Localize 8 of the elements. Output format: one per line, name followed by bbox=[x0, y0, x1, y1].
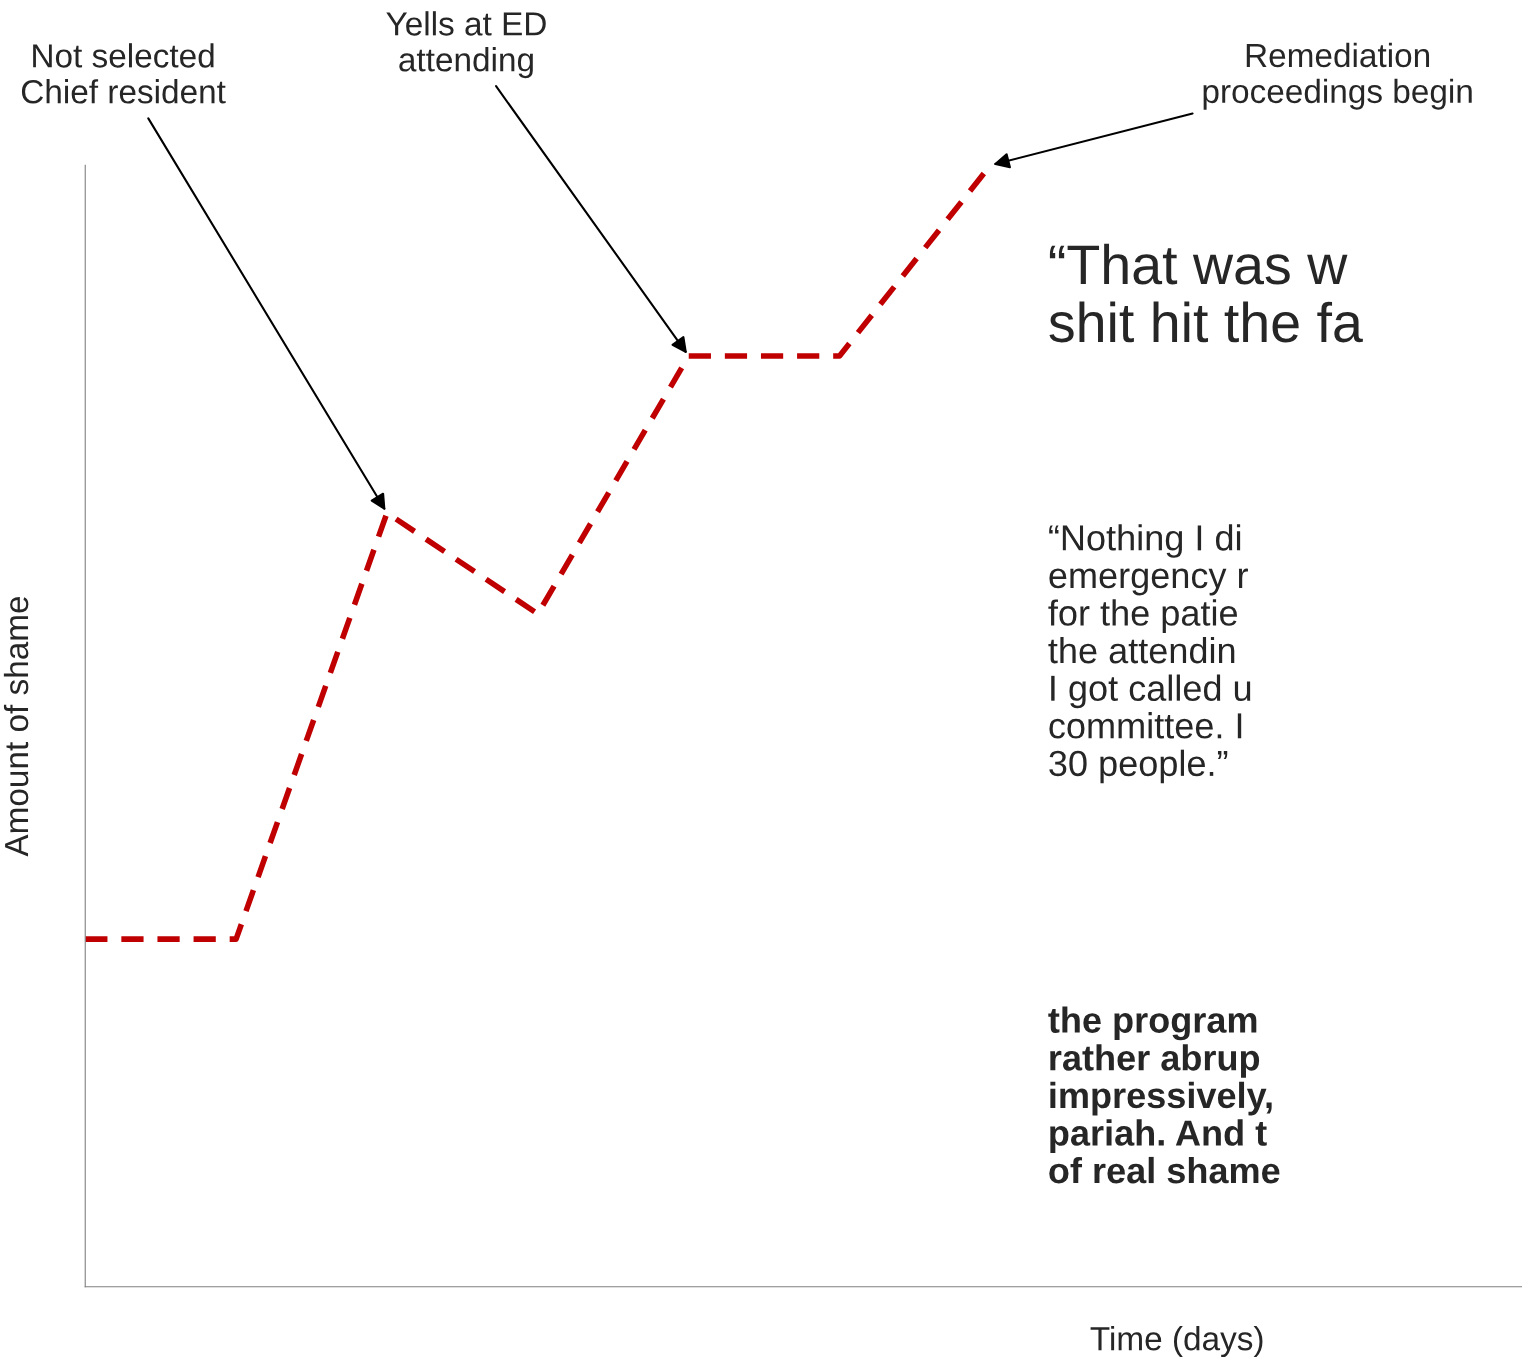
text: Remediation proceedings begin bbox=[1203, 42, 1472, 110]
annotation: “Nothing I di emergency r for the patie the attendin I got called u committee. I 30 people.” bbox=[1048, 524, 1251, 784]
annotation: the program rather abrup impressively, pariah. And t of real shame bbox=[1048, 1006, 1280, 1184]
text: Yells at ED attending bbox=[386, 11, 546, 79]
y-axis-title: Amount of shame bbox=[3, 596, 29, 857]
text: Not selected Chief resident bbox=[21, 43, 226, 104]
x-axis-title: Time (days) bbox=[1090, 1326, 1263, 1358]
annotation: “That was w shit hit the fa bbox=[1049, 243, 1363, 343]
